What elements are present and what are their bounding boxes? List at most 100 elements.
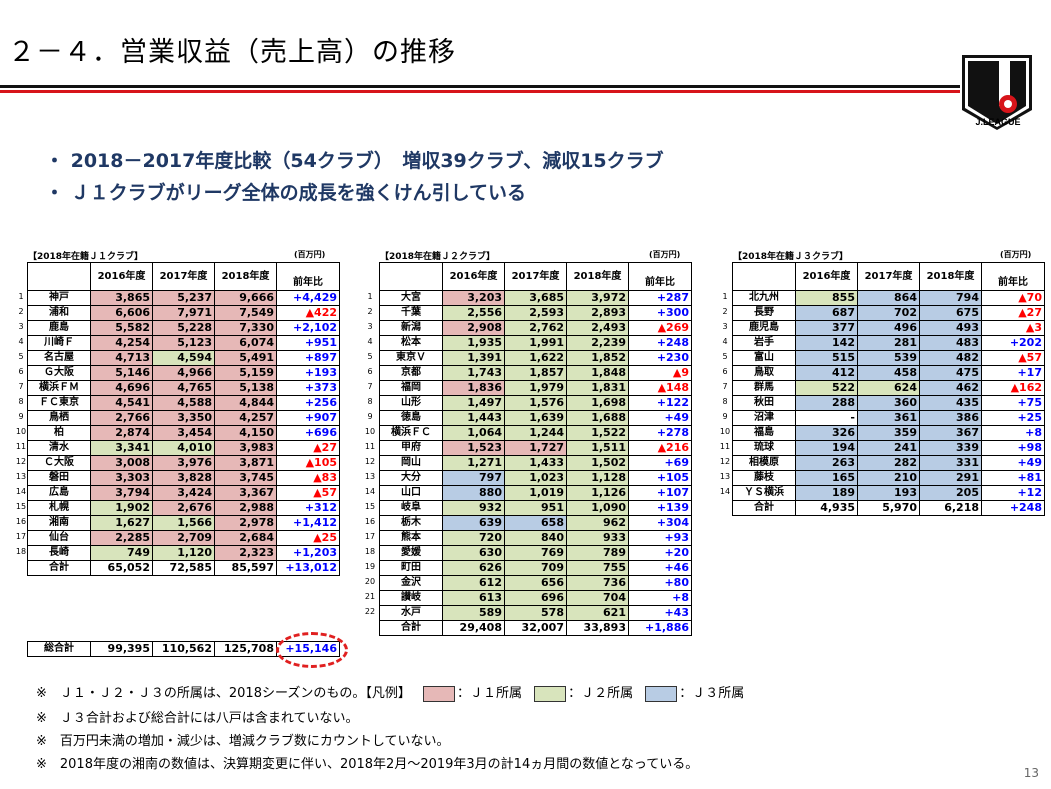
- revenue-2017: 951: [504, 500, 567, 516]
- club-name: 群馬: [732, 380, 796, 396]
- revenue-2018: 7,549: [214, 305, 277, 321]
- j2-club-row: 大分 797 1,023 1,128 +105: [379, 470, 692, 486]
- revenue-2017: 4,010: [152, 440, 215, 456]
- header-diff: 前年比: [276, 262, 340, 291]
- j1-total-row: 合計 65,052 72,585 85,597 +13,012: [27, 560, 340, 576]
- revenue-2016: 4,713: [90, 350, 153, 366]
- note-1: ※ Ｊ１・Ｊ２・Ｊ３の所属は、2018シーズンのもの。【凡例】 ：Ｊ１所属 ：Ｊ…: [36, 682, 744, 702]
- revenue-2017: 1,727: [504, 440, 567, 456]
- total-2016: 29,408: [442, 620, 505, 636]
- row-number: 9: [367, 412, 373, 421]
- revenue-2017: 696: [504, 590, 567, 606]
- total-2016: 65,052: [90, 560, 153, 576]
- yoy-diff: +278: [628, 425, 692, 441]
- yoy-diff: +193: [276, 365, 340, 381]
- legend-j3-swatch: [645, 685, 678, 702]
- j1-table: 2016年度 2017年度 2018年度 前年比 神戸 3,865 5,237 9,6…: [27, 262, 340, 576]
- revenue-2018: 4,844: [214, 395, 277, 411]
- j1-club-row: 鳥栖 2,766 3,350 4,257 +907: [27, 410, 340, 426]
- revenue-2016: 3,794: [90, 485, 153, 501]
- revenue-2016: 288: [795, 395, 858, 411]
- row-number: 5: [18, 352, 24, 361]
- revenue-2016: 5,582: [90, 320, 153, 336]
- yoy-diff: ▲269: [628, 320, 692, 336]
- summary-bullet-1: ・ 2018－2017年度比較（54クラブ） 増収39クラブ、減収15クラブ: [45, 150, 664, 172]
- revenue-2018: 4,257: [214, 410, 277, 426]
- revenue-2018: 755: [566, 560, 629, 576]
- revenue-2017: 1,622: [504, 350, 567, 366]
- row-number: 9: [722, 412, 728, 421]
- yoy-diff: +98: [981, 440, 1045, 456]
- revenue-2017: 658: [504, 515, 567, 531]
- j3-total-row: 合計 4,935 5,970 6,218 +248: [732, 500, 1045, 516]
- row-number: 5: [367, 352, 373, 361]
- yoy-diff: +951: [276, 335, 340, 351]
- row-number: 10: [719, 427, 731, 436]
- revenue-2017: 1,433: [504, 455, 567, 471]
- row-number: 5: [722, 352, 728, 361]
- j2-club-row: 福岡 1,836 1,979 1,831 ▲148: [379, 380, 692, 396]
- revenue-2017: 2,676: [152, 500, 215, 516]
- yoy-diff: +81: [981, 470, 1045, 486]
- revenue-2018: 3,745: [214, 470, 277, 486]
- club-name: 金沢: [379, 575, 443, 591]
- total-2017: 32,007: [504, 620, 567, 636]
- j2-club-row: 岡山 1,271 1,433 1,502 +69: [379, 455, 692, 471]
- legend-j2-label: ：Ｊ２所属: [568, 686, 634, 701]
- title-rule-red: [0, 90, 960, 93]
- yoy-diff: +17: [981, 365, 1045, 381]
- yoy-diff: +107: [628, 485, 692, 501]
- j2-table: 2016年度 2017年度 2018年度 前年比 大宮 3,203 3,685 3,9…: [379, 262, 692, 636]
- row-number: 8: [18, 397, 24, 406]
- revenue-2018: 1,502: [566, 455, 629, 471]
- page-number: 13: [1023, 766, 1039, 780]
- yoy-diff: +696: [276, 425, 340, 441]
- yoy-diff: ▲25: [276, 530, 340, 546]
- row-number: 1: [722, 292, 728, 301]
- row-number: 2: [18, 307, 24, 316]
- revenue-2017: 3,424: [152, 485, 215, 501]
- revenue-2018: 933: [566, 530, 629, 546]
- yoy-diff: +8: [981, 425, 1045, 441]
- club-name: 富山: [732, 350, 796, 366]
- legend-j2-swatch: [534, 685, 567, 702]
- revenue-2017: 5,123: [152, 335, 215, 351]
- row-number: 2: [367, 307, 373, 316]
- revenue-2016: 4,541: [90, 395, 153, 411]
- revenue-2016: 2,766: [90, 410, 153, 426]
- yoy-diff: +1,412: [276, 515, 340, 531]
- j1-club-row: ＦＣ東京 4,541 4,588 4,844 +256: [27, 395, 340, 411]
- club-name: 千葉: [379, 305, 443, 321]
- revenue-2017: 4,588: [152, 395, 215, 411]
- revenue-2016: 2,556: [442, 305, 505, 321]
- club-name: 鳥取: [732, 365, 796, 381]
- club-name: 讃岐: [379, 590, 443, 606]
- revenue-2018: 2,323: [214, 545, 277, 561]
- note-1-text: ※ Ｊ１・Ｊ２・Ｊ３の所属は、2018シーズンのもの。【凡例】: [36, 686, 411, 701]
- row-number: 11: [15, 442, 27, 451]
- total-2018: 85,597: [214, 560, 277, 576]
- revenue-2018: 5,159: [214, 365, 277, 381]
- yoy-diff: ▲27: [981, 305, 1045, 321]
- total-2017: 72,585: [152, 560, 215, 576]
- club-name: Ｃ大阪: [27, 455, 91, 471]
- j3-club-row: 富山 515 539 482 ▲57: [732, 350, 1045, 366]
- j2-club-row: 水戸 589 578 621 +43: [379, 605, 692, 621]
- yoy-diff: +43: [628, 605, 692, 621]
- revenue-2018: 794: [919, 290, 982, 306]
- yoy-diff: +287: [628, 290, 692, 306]
- yoy-diff: ▲57: [276, 485, 340, 501]
- club-name: 福岡: [379, 380, 443, 396]
- yoy-diff: +304: [628, 515, 692, 531]
- yoy-diff: +105: [628, 470, 692, 486]
- yoy-diff: +93: [628, 530, 692, 546]
- j2-club-row: 岐阜 932 951 1,090 +139: [379, 500, 692, 516]
- j2-club-row: 愛媛 630 769 789 +20: [379, 545, 692, 561]
- club-name: 鹿児島: [732, 320, 796, 336]
- revenue-2017: 2,762: [504, 320, 567, 336]
- club-name: 湘南: [27, 515, 91, 531]
- revenue-2016: 412: [795, 365, 858, 381]
- revenue-2017: 3,828: [152, 470, 215, 486]
- revenue-2017: 241: [857, 440, 920, 456]
- total-label: 合計: [379, 620, 443, 636]
